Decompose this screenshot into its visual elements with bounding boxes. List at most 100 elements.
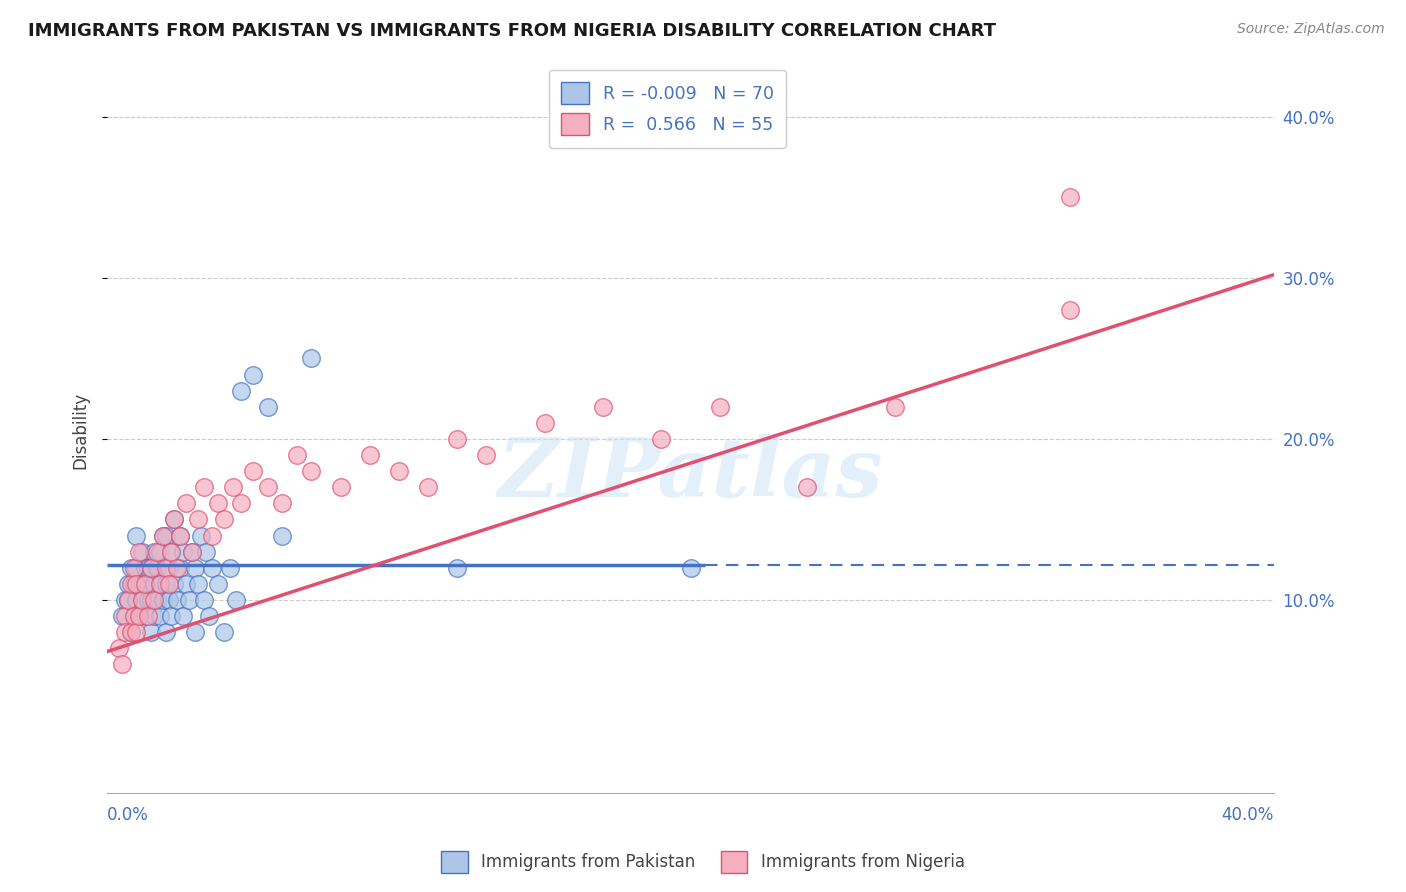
Point bbox=[193, 593, 215, 607]
Point bbox=[160, 544, 183, 558]
Point bbox=[139, 625, 162, 640]
Point bbox=[125, 561, 148, 575]
Point bbox=[169, 561, 191, 575]
Point bbox=[180, 544, 202, 558]
Point bbox=[1059, 190, 1081, 204]
Point bbox=[242, 368, 264, 382]
Point bbox=[218, 561, 240, 575]
Point bbox=[709, 400, 731, 414]
Point bbox=[131, 593, 153, 607]
Point bbox=[143, 609, 166, 624]
Point bbox=[163, 512, 186, 526]
Point bbox=[131, 593, 153, 607]
Point bbox=[242, 464, 264, 478]
Point bbox=[149, 609, 172, 624]
Point bbox=[163, 512, 186, 526]
Point bbox=[172, 544, 194, 558]
Point bbox=[146, 593, 169, 607]
Point bbox=[128, 577, 150, 591]
Text: 40.0%: 40.0% bbox=[1222, 806, 1274, 824]
Point bbox=[152, 528, 174, 542]
Point bbox=[125, 528, 148, 542]
Point bbox=[883, 400, 905, 414]
Point bbox=[136, 561, 159, 575]
Point bbox=[166, 593, 188, 607]
Point bbox=[195, 544, 218, 558]
Point bbox=[122, 577, 145, 591]
Point bbox=[122, 609, 145, 624]
Point bbox=[1059, 303, 1081, 318]
Point bbox=[117, 593, 139, 607]
Point bbox=[388, 464, 411, 478]
Legend: R = -0.009   N = 70, R =  0.566   N = 55: R = -0.009 N = 70, R = 0.566 N = 55 bbox=[548, 70, 786, 147]
Point bbox=[139, 561, 162, 575]
Point bbox=[149, 577, 172, 591]
Point bbox=[184, 625, 207, 640]
Point bbox=[117, 593, 139, 607]
Point bbox=[131, 577, 153, 591]
Point bbox=[120, 625, 142, 640]
Point bbox=[152, 593, 174, 607]
Y-axis label: Disability: Disability bbox=[72, 392, 89, 469]
Text: Source: ZipAtlas.com: Source: ZipAtlas.com bbox=[1237, 22, 1385, 37]
Point bbox=[108, 641, 131, 656]
Point bbox=[285, 448, 308, 462]
Point bbox=[111, 657, 134, 672]
Point bbox=[134, 561, 156, 575]
Point bbox=[149, 544, 172, 558]
Point bbox=[146, 561, 169, 575]
Text: ZIPatlas: ZIPatlas bbox=[498, 434, 883, 515]
Legend: Immigrants from Pakistan, Immigrants from Nigeria: Immigrants from Pakistan, Immigrants fro… bbox=[434, 845, 972, 880]
Point bbox=[128, 609, 150, 624]
Point bbox=[128, 609, 150, 624]
Point bbox=[169, 528, 191, 542]
Point bbox=[222, 480, 245, 494]
Point bbox=[180, 544, 202, 558]
Point bbox=[155, 561, 177, 575]
Point bbox=[231, 384, 253, 398]
Point bbox=[122, 609, 145, 624]
Point bbox=[193, 480, 215, 494]
Point bbox=[187, 512, 209, 526]
Point bbox=[128, 544, 150, 558]
Point bbox=[201, 528, 224, 542]
Text: IMMIGRANTS FROM PAKISTAN VS IMMIGRANTS FROM NIGERIA DISABILITY CORRELATION CHART: IMMIGRANTS FROM PAKISTAN VS IMMIGRANTS F… bbox=[28, 22, 995, 40]
Point bbox=[114, 593, 136, 607]
Point bbox=[166, 561, 188, 575]
Point bbox=[139, 593, 162, 607]
Point bbox=[198, 609, 221, 624]
Point bbox=[155, 528, 177, 542]
Point bbox=[446, 432, 468, 446]
Point bbox=[796, 480, 818, 494]
Point bbox=[120, 577, 142, 591]
Point bbox=[146, 544, 169, 558]
Point bbox=[301, 464, 323, 478]
Point bbox=[256, 400, 278, 414]
Point bbox=[120, 625, 142, 640]
Point bbox=[301, 351, 323, 366]
Point bbox=[212, 625, 235, 640]
Point bbox=[207, 496, 229, 510]
Point bbox=[184, 561, 207, 575]
Point bbox=[134, 577, 156, 591]
Point bbox=[163, 577, 186, 591]
Point bbox=[231, 496, 253, 510]
Point bbox=[329, 480, 352, 494]
Point bbox=[125, 577, 148, 591]
Point bbox=[160, 609, 183, 624]
Point bbox=[122, 561, 145, 575]
Point bbox=[225, 593, 247, 607]
Point bbox=[134, 577, 156, 591]
Point bbox=[117, 577, 139, 591]
Point bbox=[114, 609, 136, 624]
Point bbox=[152, 528, 174, 542]
Point bbox=[125, 625, 148, 640]
Point bbox=[169, 528, 191, 542]
Point bbox=[134, 609, 156, 624]
Point bbox=[111, 609, 134, 624]
Point bbox=[446, 561, 468, 575]
Point bbox=[139, 561, 162, 575]
Point bbox=[143, 577, 166, 591]
Point bbox=[679, 561, 702, 575]
Point bbox=[125, 593, 148, 607]
